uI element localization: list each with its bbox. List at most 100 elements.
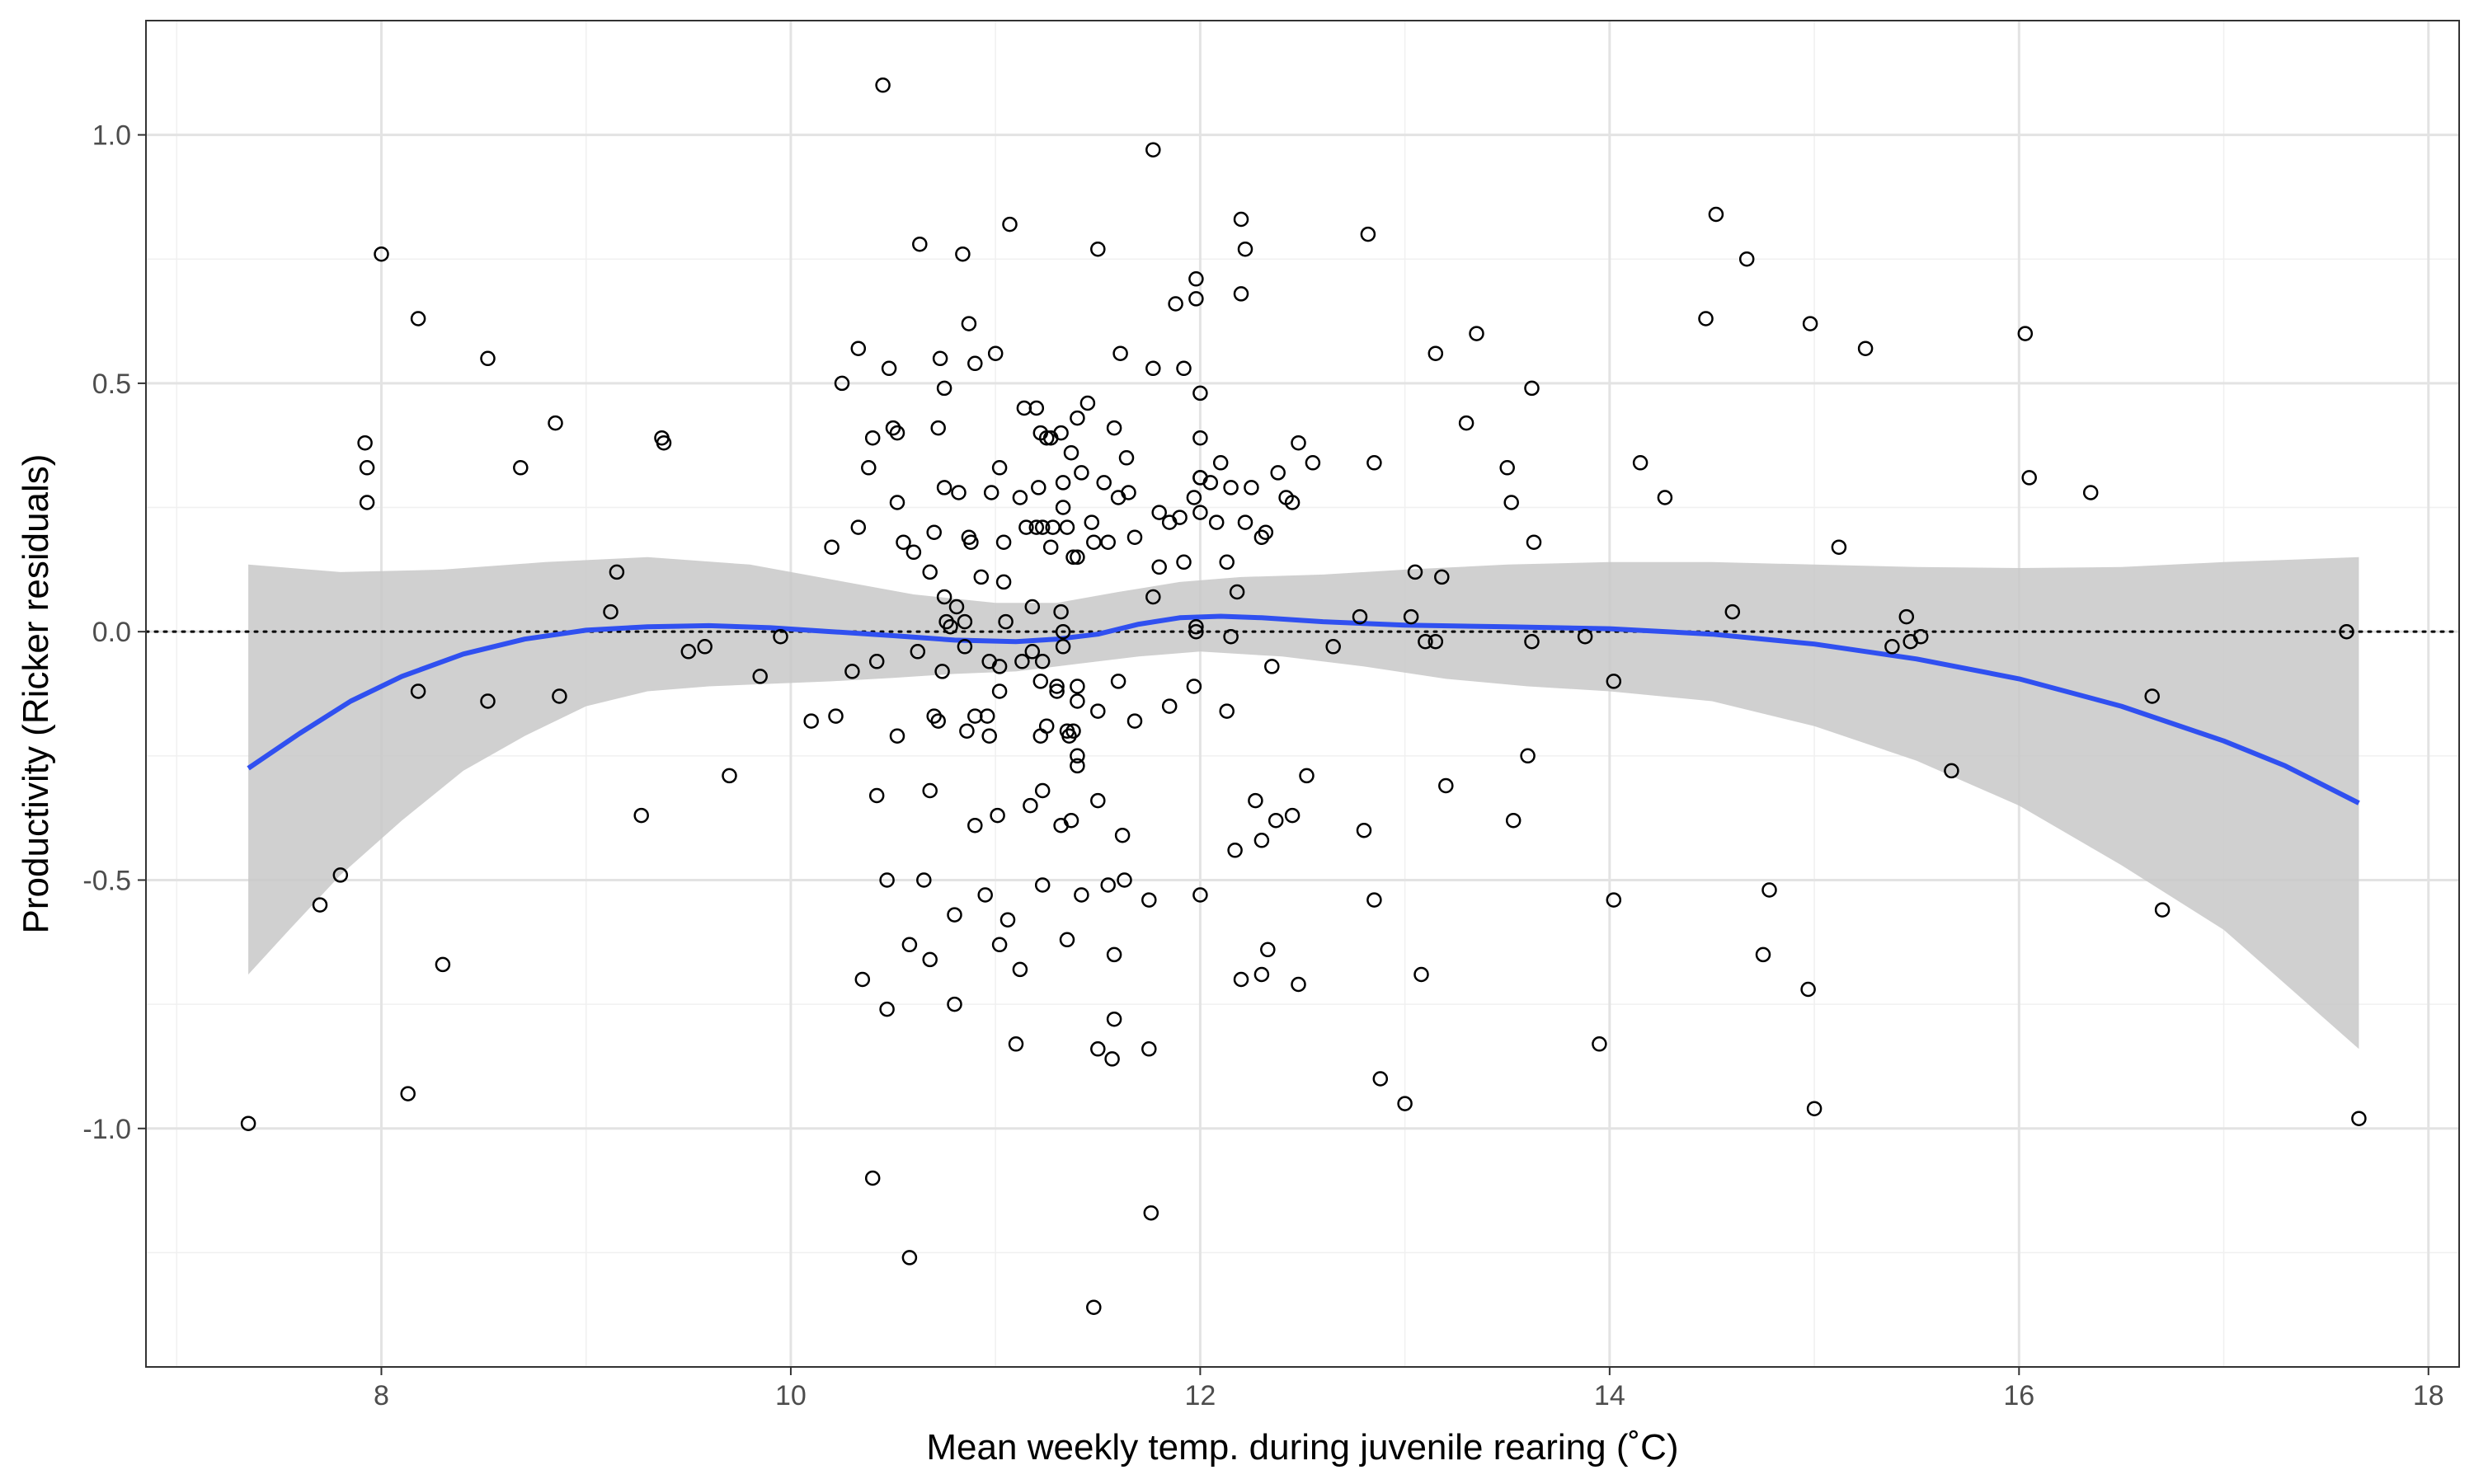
data-point [1258, 524, 1274, 540]
data-point [1034, 519, 1051, 535]
data-point [1188, 271, 1204, 287]
data-point [1065, 723, 1081, 739]
data-point [1325, 639, 1341, 655]
data-point [987, 345, 1004, 361]
data-point [922, 782, 938, 799]
data-point [1061, 728, 1077, 744]
data-point [1049, 683, 1065, 699]
data-point [1084, 514, 1100, 530]
data-point [1592, 1036, 1607, 1052]
data-point [1233, 971, 1249, 988]
data-point [850, 519, 867, 535]
data-point [1106, 420, 1122, 436]
data-point [1112, 345, 1128, 361]
data-point [1042, 539, 1059, 555]
data-point [1024, 644, 1041, 660]
data-point [885, 420, 901, 436]
data-point [1606, 892, 1622, 908]
data-point [1118, 450, 1135, 466]
data-point [1168, 296, 1183, 312]
data-point [1469, 326, 1484, 341]
data-point [967, 708, 983, 724]
data-point [1104, 1051, 1120, 1067]
data-point [1192, 505, 1208, 520]
data-point [1223, 628, 1239, 645]
data-point [1413, 966, 1429, 983]
data-point [752, 669, 768, 684]
data-point [680, 644, 697, 660]
data-point [1397, 1096, 1413, 1111]
data-point [1268, 812, 1284, 829]
data-point [1034, 654, 1051, 669]
data-point [991, 659, 1008, 674]
data-point [934, 664, 950, 679]
data-point [359, 460, 375, 476]
data-point [1053, 603, 1069, 620]
data-point [633, 807, 649, 824]
data-point [1260, 942, 1276, 958]
data-point [1188, 618, 1204, 635]
data-point [1172, 510, 1188, 525]
data-point [1074, 465, 1089, 481]
data-point [1427, 633, 1444, 650]
data-point [1305, 455, 1321, 471]
data-point [1724, 603, 1741, 620]
data-point [1106, 1011, 1122, 1027]
data-point [922, 564, 938, 580]
data-point [312, 897, 328, 913]
data-point [991, 937, 1008, 953]
data-point [1176, 360, 1192, 377]
data-point [1219, 554, 1235, 571]
data-point [973, 569, 990, 585]
data-point [936, 480, 952, 495]
data-point [905, 544, 922, 561]
data-point [548, 415, 563, 431]
data-point [955, 246, 971, 262]
data-point [697, 639, 713, 655]
data-point [1055, 500, 1071, 515]
data-point [1151, 505, 1167, 520]
data-point [1761, 882, 1777, 898]
data-point [1356, 822, 1372, 838]
data-point [1253, 833, 1270, 848]
data-point [824, 539, 840, 555]
data-point [995, 574, 1012, 590]
data-point [1219, 703, 1235, 719]
data-point [861, 460, 877, 476]
data-point [1264, 659, 1280, 674]
data-point [1233, 286, 1249, 302]
data-point [603, 603, 618, 620]
data-point [868, 787, 885, 804]
data-point [943, 618, 958, 635]
data-point [1352, 608, 1368, 625]
data-point [947, 907, 962, 923]
data-point [803, 713, 819, 729]
data-point [1186, 679, 1202, 694]
data-point [879, 872, 895, 888]
data-point [901, 1250, 918, 1266]
smooth-trend-line [247, 613, 2360, 805]
data-point [1857, 340, 1874, 356]
data-point [1192, 887, 1208, 903]
data-point [1032, 674, 1049, 689]
data-point [1192, 385, 1208, 402]
data-point [1074, 887, 1089, 903]
data-point [1145, 142, 1161, 157]
data-point [959, 723, 975, 739]
data-point [981, 728, 997, 744]
data-point [889, 425, 905, 441]
data-point [1366, 892, 1382, 908]
data-point [1012, 961, 1028, 978]
data-point [513, 460, 529, 476]
y-tick-label: -0.5 [82, 865, 131, 896]
data-point [1024, 599, 1041, 615]
data-point [910, 644, 926, 660]
data-point [1063, 444, 1079, 461]
data-point [1055, 475, 1071, 491]
data-point [2082, 485, 2099, 500]
confidence-ribbon-layer [248, 556, 2359, 1050]
data-point [1186, 490, 1202, 505]
data-point [951, 485, 967, 500]
data-point [1141, 892, 1157, 908]
data-point [1034, 877, 1051, 893]
